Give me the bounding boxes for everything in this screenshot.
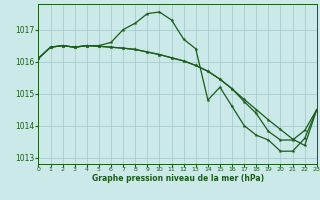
X-axis label: Graphe pression niveau de la mer (hPa): Graphe pression niveau de la mer (hPa) — [92, 174, 264, 183]
